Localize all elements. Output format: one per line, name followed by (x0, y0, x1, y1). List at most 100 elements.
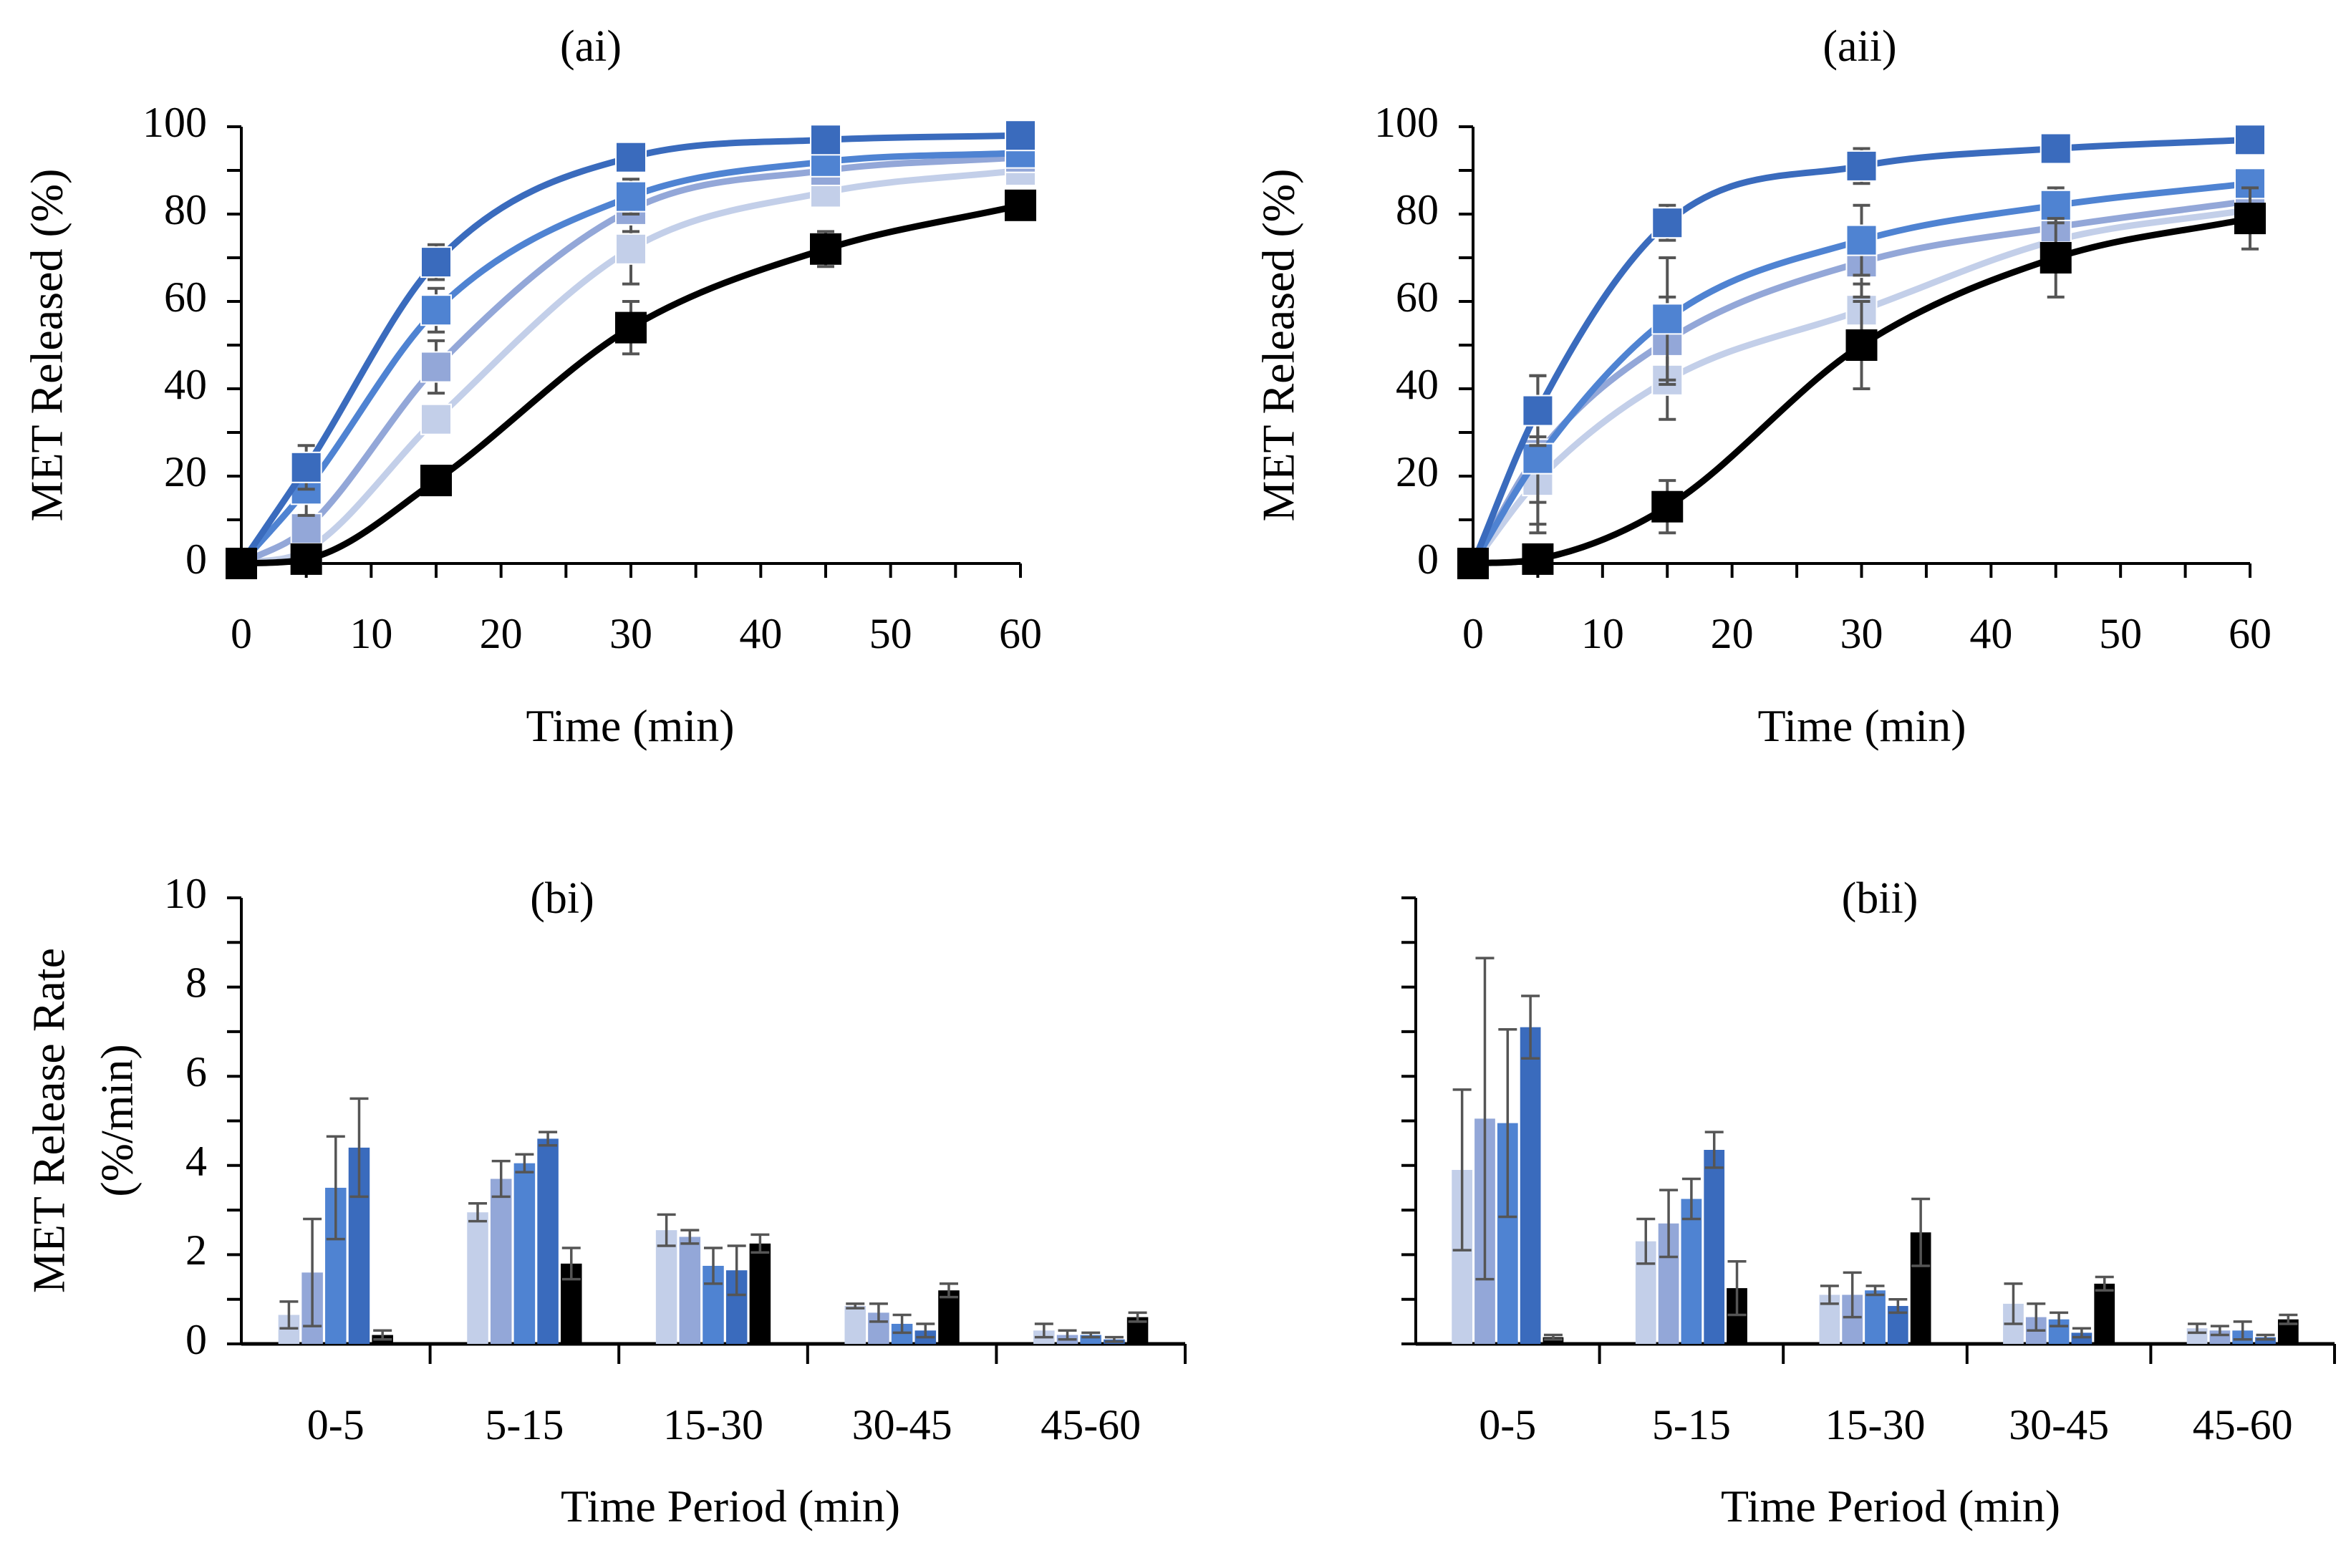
data-point (1522, 442, 1554, 475)
x-tick-label: 60 (999, 610, 1042, 657)
chart-title: (aii) (1823, 22, 1896, 71)
y-tick-label: 2 (185, 1226, 207, 1274)
category-label: 5-15 (1652, 1401, 1731, 1448)
bar (537, 1138, 559, 1344)
data-point (1522, 543, 1554, 575)
data-point (420, 465, 452, 497)
bar (1681, 1199, 1702, 1344)
line-chart-ai: (ai) Time (min) MET Released (%) 0 20 40 60 80 1… (21, 22, 1042, 751)
x-tick-label: 30 (1840, 610, 1883, 657)
y-tick-label: 60 (1396, 274, 1439, 321)
data-point (1005, 120, 1036, 152)
y-axis-label: MET Released (%) (21, 169, 72, 522)
x-tick-label: 40 (739, 610, 782, 657)
data-point (2040, 242, 2072, 274)
data-point (1522, 395, 1554, 427)
y-tick-label: 0 (185, 1316, 207, 1363)
category-label: 45-60 (2193, 1401, 2293, 1448)
bar (655, 1230, 677, 1344)
y-tick-label: 20 (164, 448, 207, 495)
bar (2094, 1283, 2115, 1344)
category-label: 0-5 (1479, 1401, 1536, 1448)
data-point (1845, 329, 1878, 361)
data-point (615, 141, 647, 173)
category-label: 15-30 (663, 1401, 763, 1448)
y-tick-label: 40 (1396, 361, 1439, 408)
category-label: 30-45 (852, 1401, 952, 1448)
data-point (810, 233, 841, 265)
data-point (615, 311, 647, 344)
data-point (2234, 124, 2266, 156)
x-tick-label: 10 (349, 610, 392, 657)
data-point (2040, 189, 2072, 221)
x-tick-label: 10 (1581, 610, 1624, 657)
data-point (2040, 132, 2072, 165)
data-point (226, 548, 257, 579)
category-label: 45-60 (1041, 1401, 1141, 1448)
x-tick-label: 50 (2099, 610, 2142, 657)
data-point (420, 294, 452, 326)
data-point (1651, 207, 1684, 239)
x-tick-label: 20 (1711, 610, 1754, 657)
bar (679, 1237, 701, 1344)
y-tick-label: 80 (1396, 186, 1439, 233)
x-tick-label: 0 (1462, 610, 1484, 657)
y-tick-label: 0 (1417, 536, 1439, 583)
x-tick-label: 0 (231, 610, 252, 657)
bar (490, 1179, 512, 1344)
y-tick-label: 10 (164, 870, 207, 917)
data-point (1005, 189, 1036, 221)
chart-title: (ai) (560, 22, 622, 71)
chart-title: (bii) (1842, 874, 1918, 923)
x-axis-label: Time (min) (1758, 700, 1966, 751)
y-axis-label: MET Release Rate (24, 948, 74, 1293)
y-tick-label: 4 (185, 1138, 207, 1185)
data-point (810, 124, 841, 156)
x-tick-label: 50 (869, 610, 912, 657)
series-4 (226, 120, 1036, 579)
line-chart-aii: (aii) Time (min) MET Released (%) 0 20 40 60 80… (1253, 22, 2272, 751)
series-line (238, 167, 1024, 567)
data-point (290, 543, 322, 575)
data-point (290, 451, 322, 483)
x-tick-label: 20 (480, 610, 523, 657)
series-5 (1457, 186, 2266, 579)
category-label: 30-45 (2009, 1401, 2109, 1448)
y-axis-label: MET Released (%) (1253, 169, 1304, 522)
data-point (1845, 224, 1878, 256)
y-tick-label: 80 (164, 186, 207, 233)
y-axis-label-units: (%/min) (92, 1044, 143, 1196)
bar (467, 1212, 488, 1344)
category-label: 5-15 (485, 1401, 564, 1448)
y-tick-label: 100 (143, 99, 207, 146)
data-point (2234, 203, 2266, 235)
y-tick-label: 8 (185, 959, 207, 1006)
x-tick-label: 40 (1969, 610, 2012, 657)
y-tick-label: 20 (1396, 448, 1439, 495)
data-point (615, 180, 647, 213)
data-point (615, 233, 647, 265)
data-point (290, 513, 322, 545)
bar (1865, 1290, 1886, 1344)
x-tick-label: 30 (609, 610, 652, 657)
series-5 (226, 189, 1036, 579)
data-point (1651, 490, 1684, 523)
bar (749, 1243, 771, 1344)
data-point (1845, 150, 1878, 182)
data-point (420, 351, 452, 383)
data-point (420, 403, 452, 435)
data-point (1457, 548, 1489, 579)
y-tick-label: 60 (164, 274, 207, 321)
bar-chart-bii: (bii) Time Period (min) 0-5 5-15 15-30 30-45 4… (1401, 874, 2336, 1531)
bar-chart-bi: (bi) Time Period (min) MET Release Rate (%/… (24, 870, 1187, 1531)
x-tick-label: 60 (2229, 610, 2272, 657)
y-tick-label: 100 (1374, 99, 1439, 146)
x-axis-label: Time Period (min) (1721, 1481, 2060, 1531)
y-tick-label: 6 (185, 1048, 207, 1095)
series-line (238, 202, 1024, 567)
series-line (1469, 215, 2254, 567)
data-point (1651, 303, 1684, 335)
category-label: 0-5 (307, 1401, 365, 1448)
bar (1520, 1027, 1541, 1344)
